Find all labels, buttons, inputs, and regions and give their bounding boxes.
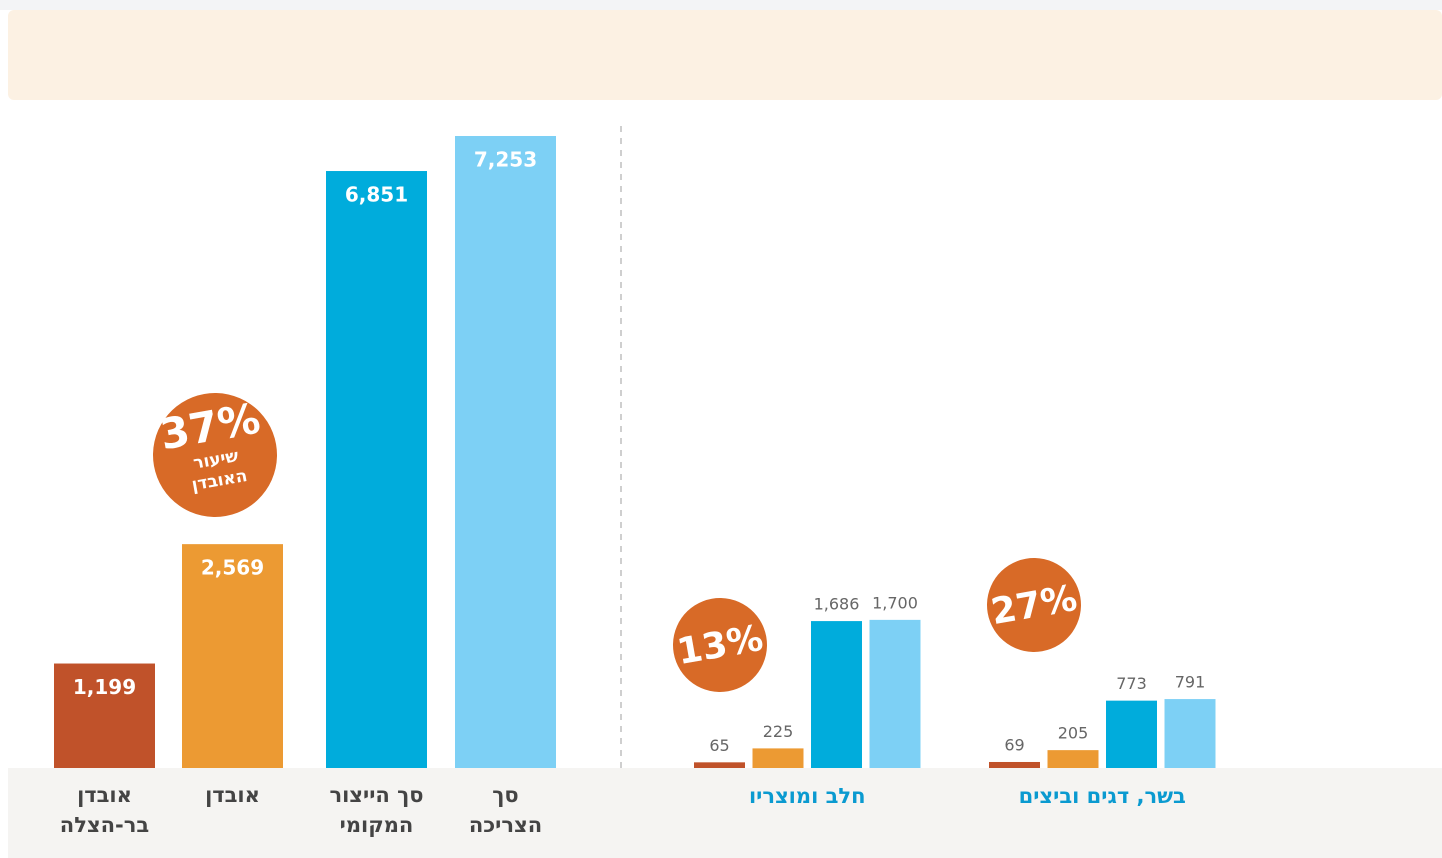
value-label: 205 [1058, 724, 1089, 743]
bar [811, 621, 862, 768]
category-label: אובדן [77, 783, 132, 807]
bar [326, 171, 427, 768]
value-label: 2,569 [201, 556, 264, 580]
category-label: אובדן [205, 783, 260, 807]
category-label: חלב ומוצריו [749, 784, 866, 808]
value-label: 225 [763, 722, 794, 741]
value-label: 7,253 [474, 148, 537, 172]
category-label: סך [492, 783, 518, 807]
value-label: 6,851 [345, 183, 408, 207]
badge-circle [987, 558, 1081, 652]
category-label: המקומי [340, 813, 414, 837]
label-band [8, 768, 1442, 858]
value-label: 1,199 [73, 675, 136, 699]
bar [455, 136, 556, 768]
bar [182, 544, 283, 768]
value-label: 65 [709, 736, 729, 755]
bar [989, 761, 1040, 768]
category-label: סך הייצור [329, 783, 423, 807]
bar [54, 663, 155, 768]
category-label: הצריכה [469, 813, 542, 837]
banner [8, 10, 1442, 100]
bar [1164, 699, 1216, 768]
badge: 13% [673, 598, 767, 692]
bar [1106, 700, 1157, 768]
category-label: בשר, דגים וביצים [1019, 784, 1186, 808]
category-label: בר-הצלה [60, 813, 149, 837]
value-label: 1,700 [872, 593, 918, 612]
value-label: 791 [1175, 673, 1206, 692]
value-label: 1,686 [814, 595, 860, 614]
bar [1047, 750, 1099, 768]
bar [869, 619, 921, 768]
badge-circle [673, 598, 767, 692]
badge-circle [153, 393, 277, 517]
badge: 27% [987, 558, 1081, 652]
top-strip [0, 0, 1442, 10]
value-label: 69 [1004, 735, 1024, 754]
value-label: 773 [1116, 674, 1147, 693]
bar [694, 762, 745, 768]
bar [752, 748, 804, 768]
